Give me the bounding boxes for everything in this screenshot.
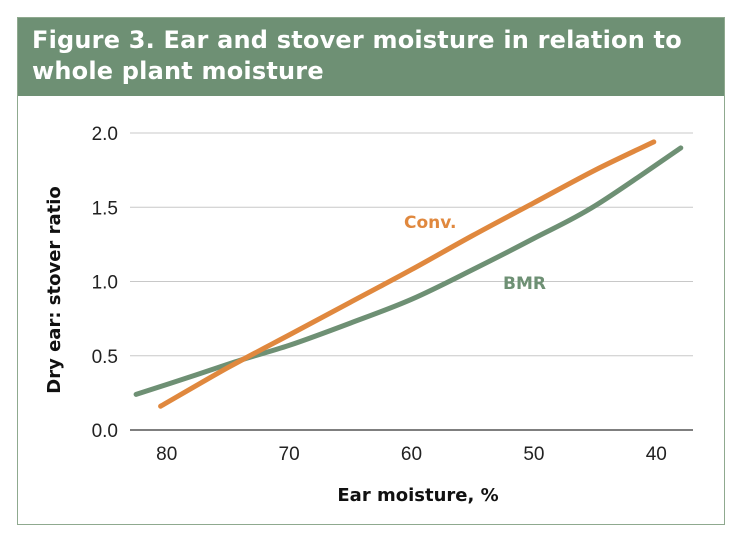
figure-header: Figure 3. Ear and stover moisture in rel…	[18, 18, 724, 96]
figure-title: Figure 3. Ear and stover moisture in rel…	[32, 26, 682, 85]
x-tick-label: 70	[279, 444, 300, 465]
y-gridlines	[130, 132, 693, 357]
x-axis-ticks: 80 70 60 50 40	[156, 444, 667, 465]
series-label-conv: Conv.	[404, 213, 456, 233]
y-axis-ticks: 0.0 0.5 1.0 1.5 2.0	[92, 124, 118, 442]
y-tick-label: 1.5	[92, 198, 118, 219]
series-line-conv	[158, 139, 657, 409]
figure-panel: Figure 3. Ear and stover moisture in rel…	[17, 17, 725, 525]
y-tick-label: 1.0	[92, 273, 118, 294]
line-chart: 0.0 0.5 1.0 1.5 2.0 80 70 60 50 40 Conv. BMR Ear…	[44, 124, 693, 506]
x-tick-label: 40	[646, 444, 667, 465]
series-line-bmr	[133, 145, 684, 397]
x-axis-title: Ear moisture, %	[337, 485, 498, 506]
series-label-bmr: BMR	[503, 274, 546, 294]
y-axis-title: Dry ear: stover ratio	[44, 186, 65, 393]
y-tick-label: 2.0	[92, 124, 118, 145]
y-tick-label: 0.5	[92, 347, 118, 368]
x-tick-label: 80	[156, 444, 177, 465]
series-lines	[133, 139, 684, 409]
x-tick-label: 60	[401, 444, 422, 465]
x-tick-label: 50	[523, 444, 544, 465]
y-tick-label: 0.0	[92, 421, 118, 442]
